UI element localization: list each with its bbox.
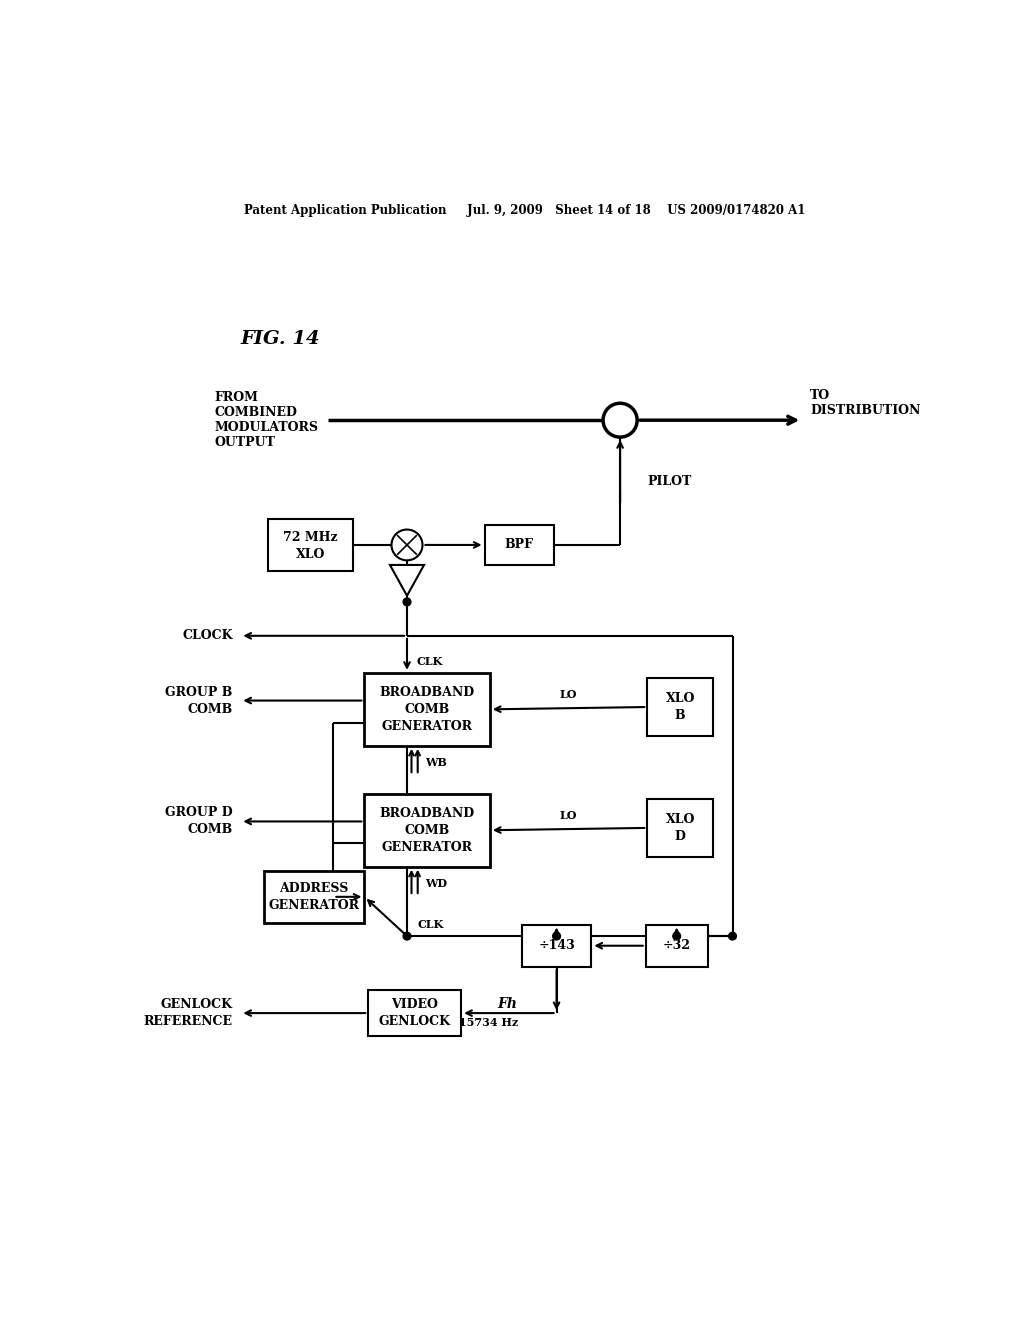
Text: WD: WD (425, 878, 447, 890)
Text: CLOCK: CLOCK (182, 630, 232, 643)
Text: LO: LO (560, 810, 578, 821)
Text: COMB: COMB (187, 702, 232, 715)
Text: LO: LO (560, 689, 578, 700)
Bar (521, 924, 592, 966)
Text: GROUP D: GROUP D (165, 807, 232, 820)
Text: CLK: CLK (418, 919, 444, 929)
Bar (647, 799, 713, 857)
Text: ADDRESS: ADDRESS (280, 882, 349, 895)
Bar (369, 990, 461, 1036)
Text: COMB: COMB (187, 824, 232, 837)
Text: TO
DISTRIBUTION: TO DISTRIBUTION (810, 389, 921, 417)
Bar (263, 871, 365, 923)
Text: COMB: COMB (404, 702, 450, 715)
Text: BROADBAND: BROADBAND (380, 807, 475, 820)
Text: GENERATOR: GENERATOR (382, 841, 473, 854)
Text: 15734 Hz: 15734 Hz (459, 1016, 518, 1028)
Text: REFERENCE: REFERENCE (143, 1015, 232, 1028)
Text: WB: WB (425, 758, 447, 768)
Circle shape (603, 404, 637, 437)
Text: Patent Application Publication     Jul. 9, 2009   Sheet 14 of 18    US 2009/0174: Patent Application Publication Jul. 9, 2… (244, 205, 806, 218)
Text: BROADBAND: BROADBAND (380, 686, 475, 698)
Text: GENLOCK: GENLOCK (379, 1015, 451, 1028)
Text: 72 MHz: 72 MHz (283, 531, 337, 544)
Text: ÷32: ÷32 (663, 940, 691, 952)
Text: D: D (675, 830, 686, 843)
Text: GENERATOR: GENERATOR (268, 899, 359, 912)
Text: GROUP B: GROUP B (165, 685, 232, 698)
Circle shape (403, 598, 411, 606)
Text: COMB: COMB (404, 824, 450, 837)
Text: B: B (675, 709, 685, 722)
Text: FROM
COMBINED
MODULATORS
OUTPUT: FROM COMBINED MODULATORS OUTPUT (215, 391, 318, 449)
Circle shape (553, 932, 560, 940)
Text: XLO: XLO (296, 548, 325, 561)
Polygon shape (390, 565, 424, 595)
Text: GENERATOR: GENERATOR (382, 719, 473, 733)
Circle shape (729, 932, 736, 940)
Bar (646, 924, 708, 966)
Text: VIDEO: VIDEO (391, 998, 438, 1011)
Text: CLK: CLK (417, 656, 442, 667)
Bar (647, 678, 713, 737)
Bar (365, 793, 489, 867)
Text: GENLOCK: GENLOCK (161, 998, 232, 1011)
Bar (484, 525, 554, 565)
Text: XLO: XLO (666, 692, 695, 705)
Circle shape (403, 932, 411, 940)
Text: Fh: Fh (498, 997, 518, 1011)
Circle shape (391, 529, 423, 560)
Text: ÷143: ÷143 (539, 940, 574, 952)
Text: PILOT: PILOT (647, 475, 691, 488)
Bar (267, 519, 352, 572)
Text: XLO: XLO (666, 813, 695, 826)
Text: FIG. 14: FIG. 14 (241, 330, 319, 348)
Circle shape (673, 932, 681, 940)
Text: BPF: BPF (505, 539, 534, 552)
Bar (365, 673, 489, 746)
